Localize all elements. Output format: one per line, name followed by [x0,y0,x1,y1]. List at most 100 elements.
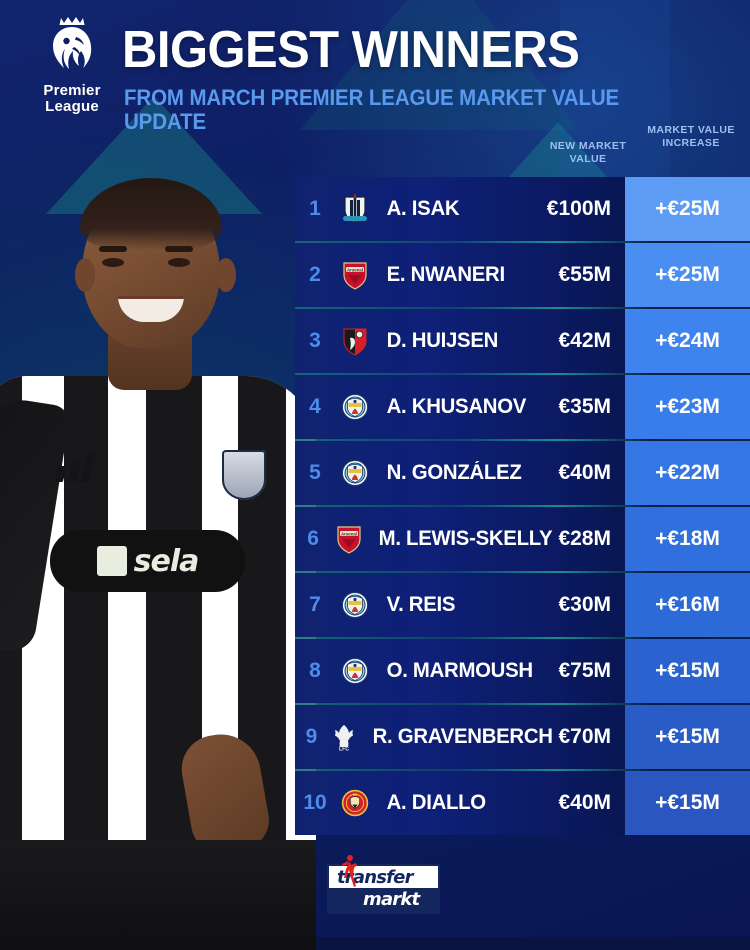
sela-sponsor-logo: sela [50,530,245,592]
row-increase: +€25M [625,177,750,241]
table-row[interactable]: 2 Arsenal E. NWANERI €55M +€25M [295,243,750,307]
row-increase: +€15M [625,771,750,835]
player-name: O. MARMOUSH [386,659,533,682]
row-separator [295,373,750,375]
premier-league-word-1: Premier [43,82,101,99]
new-market-value: €35M [558,395,611,418]
winners-table: 1 A. ISAK €100M +€25M 2 Arsenal E. NWANERI €55M… [295,177,750,835]
premier-league-lion-icon [53,17,92,69]
row-main: 4 A. KHUSANOV €35M [295,375,625,439]
page-title: BIGGEST WINNERS [122,21,580,79]
club-badge-mancity-icon [335,392,375,422]
row-main: 2 Arsenal E. NWANERI €55M [295,243,625,307]
market-value-increase: +€15M [655,659,720,682]
row-separator [295,703,750,705]
new-market-value: €42M [558,329,611,352]
premier-league-word-2: League [45,98,99,115]
transfermarkt-logo-top: transfer [329,866,438,888]
club-badge-bournemouth-icon [335,326,375,356]
rank-number: 4 [309,395,321,418]
market-value-increase: +€22M [655,461,720,484]
new-market-value: €40M [558,461,611,484]
player-ear-left [75,258,95,292]
table-row[interactable]: 3 D. HUIJSEN €42M +€24M [295,309,750,373]
row-main: 5 N. GONZÁLEZ €40M [295,441,625,505]
new-market-value: €55M [558,263,611,286]
row-increase: +€15M [625,639,750,703]
row-increase: +€23M [625,375,750,439]
market-value-increase: +€24M [655,329,720,352]
market-value-increase: +€25M [655,263,720,286]
svg-text:Arsenal: Arsenal [341,531,357,536]
row-main: 9 LFC R. GRAVENBERCH €70M [295,705,625,769]
row-separator [295,769,750,771]
new-market-value: €40M [558,791,611,814]
page-subtitle: FROM MARCH PREMIER LEAGUE MARKET VALUE U… [124,85,620,134]
column-header-market-value-increase: MARKET VALUE INCREASE [647,124,735,149]
club-badge-mancity-icon [335,590,375,620]
row-increase: +€16M [625,573,750,637]
transfermarkt-logo-bottom: markt [329,888,438,912]
club-badge-mancity-icon [335,458,375,488]
background-triangle-top [300,0,580,130]
table-row[interactable]: 1 A. ISAK €100M +€25M [295,177,750,241]
svg-text:LFC: LFC [339,746,349,752]
background-band-right [560,0,670,180]
premier-league-logo: Premier League [24,14,120,124]
player-name: V. REIS [386,593,456,616]
player-name: A. ISAK [386,197,460,220]
row-separator [295,505,750,507]
transfermarkt-runner-icon [342,855,357,887]
table-row[interactable]: 4 A. KHUSANOV €35M +€23M [295,375,750,439]
header: Premier League BIGGEST WINNERS FROM MARC… [0,0,750,134]
table-row[interactable]: 8 O. MARMOUSH €75M +€15M [295,639,750,703]
club-badge-arsenal-icon: Arsenal [331,524,367,554]
transfermarkt-logo: transfer markt [327,855,440,914]
row-separator [295,307,750,309]
table-row[interactable]: 10 A. DIALLO €40M +€15M [295,771,750,835]
rank-number: 3 [309,329,321,352]
rank-number: 8 [309,659,321,682]
player-name: R. GRAVENBERCH [372,725,553,748]
new-market-value: €75M [558,659,611,682]
club-badge-arsenal-icon: Arsenal [335,260,375,290]
club-badge-newcastle-icon [335,194,375,224]
player-brow-left [99,246,127,252]
player-ear-right [216,258,236,292]
table-row[interactable]: 5 N. GONZÁLEZ €40M +€22M [295,441,750,505]
market-value-increase: +€25M [655,197,720,220]
sela-mark-icon [96,546,127,576]
transfermarkt-word-transfer: transfer [337,867,413,888]
row-increase: +€24M [625,309,750,373]
table-row[interactable]: 6 Arsenal M. LEWIS-SKELLY €28M +€18M [295,507,750,571]
row-main: 6 Arsenal M. LEWIS-SKELLY €28M [295,507,625,571]
adidas-icon [53,452,100,482]
table-row[interactable]: 7 V. REIS €30M +€16M [295,573,750,637]
player-name: E. NWANERI [386,263,505,286]
table-row[interactable]: 9 LFC R. GRAVENBERCH €70M +€15M [295,705,750,769]
row-separator [295,241,750,243]
market-value-increase: +€18M [655,527,720,550]
row-separator [295,439,750,441]
row-main: 8 O. MARMOUSH €75M [295,639,625,703]
row-increase: +€18M [625,507,750,571]
player-name: M. LEWIS-SKELLY [379,527,553,550]
rank-number: 7 [309,593,321,616]
sela-wordmark: sela [133,543,200,579]
rank-number: 1 [309,197,321,220]
market-value-increase: +€16M [655,593,720,616]
row-main: 1 A. ISAK €100M [295,177,625,241]
market-value-increase: +€23M [655,395,720,418]
player-eye-right [168,258,190,267]
rank-number: 6 [307,527,319,550]
market-value-increase: +€15M [655,725,720,748]
player-name: A. DIALLO [386,791,487,814]
player-hair [80,178,222,250]
player-name: D. HUIJSEN [386,329,499,352]
transfermarkt-word-markt: markt [363,889,420,910]
player-shorts [0,840,316,950]
club-badge-liverpool-icon: LFC [328,722,361,752]
row-main: 7 V. REIS €30M [295,573,625,637]
row-separator [295,571,750,573]
row-separator [295,637,750,639]
